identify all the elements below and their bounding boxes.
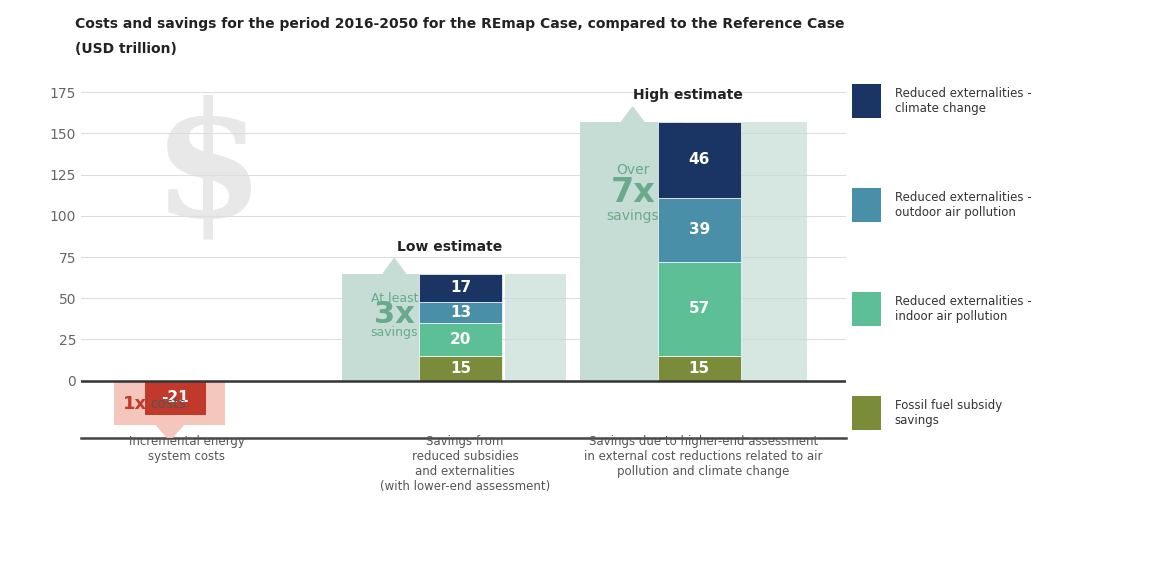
Text: 20: 20 (450, 332, 472, 347)
Text: 39: 39 (688, 223, 709, 237)
Text: Reduced externalities -
climate change: Reduced externalities - climate change (895, 87, 1032, 115)
Polygon shape (156, 425, 183, 440)
Bar (420, 274, 502, 302)
Bar (420, 356, 502, 380)
Text: Over: Over (615, 162, 649, 176)
Text: Reduced externalities -
outdoor air pollution: Reduced externalities - outdoor air poll… (895, 191, 1032, 219)
Bar (741, 122, 808, 380)
Text: $: $ (153, 94, 264, 248)
Polygon shape (384, 259, 406, 274)
Polygon shape (621, 107, 643, 122)
Bar (115, 380, 225, 425)
Text: (USD trillion): (USD trillion) (75, 42, 177, 56)
Text: High estimate: High estimate (633, 88, 743, 102)
Text: 13: 13 (450, 305, 472, 320)
Bar (420, 302, 502, 323)
Text: 17: 17 (450, 280, 472, 295)
Text: 46: 46 (688, 152, 709, 167)
Text: Fossil fuel subsidy
savings: Fossil fuel subsidy savings (895, 399, 1003, 427)
Text: -21: -21 (161, 391, 189, 405)
Text: Savings from
reduced subsidies
and externalities
(with lower-end assessment): Savings from reduced subsidies and exter… (380, 435, 551, 493)
Text: Low estimate: Low estimate (398, 240, 502, 253)
Text: 15: 15 (450, 361, 472, 376)
Bar (657, 262, 741, 356)
Text: Incremental energy
system costs: Incremental energy system costs (129, 435, 245, 463)
Text: 7x: 7x (611, 176, 655, 209)
Text: Costs and savings for the period 2016-2050 for the REmap Case, compared to the R: Costs and savings for the period 2016-20… (75, 17, 845, 31)
Text: savings: savings (371, 327, 418, 339)
Text: 3x: 3x (374, 300, 415, 329)
Text: savings: savings (606, 209, 659, 223)
Bar (145, 380, 206, 415)
Text: 1x: 1x (123, 395, 147, 413)
Bar (657, 356, 741, 380)
Text: Reduced externalities -
indoor air pollution: Reduced externalities - indoor air pollu… (895, 295, 1032, 323)
Text: 15: 15 (688, 361, 709, 376)
Text: At least: At least (371, 292, 418, 305)
Bar (420, 323, 502, 356)
Text: Savings due to higher-end assessment
in external cost reductions related to air
: Savings due to higher-end assessment in … (584, 435, 823, 478)
Bar (342, 274, 447, 380)
Text: 57: 57 (688, 301, 709, 316)
Bar (505, 274, 566, 380)
Text: costs: costs (150, 397, 185, 411)
Bar (580, 122, 685, 380)
Bar (657, 198, 741, 262)
Bar (657, 122, 741, 198)
